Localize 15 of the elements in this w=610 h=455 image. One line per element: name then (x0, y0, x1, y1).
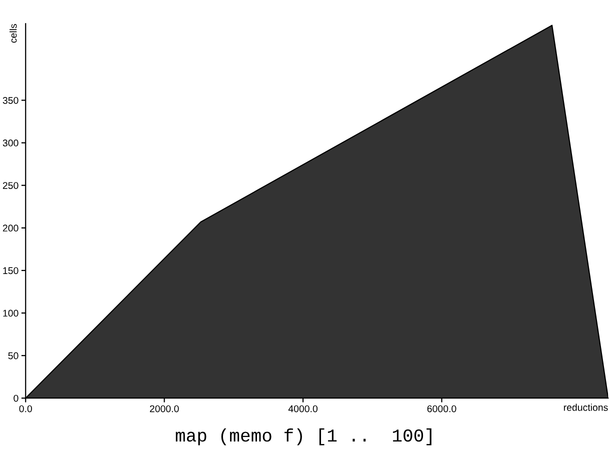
y-tick-label: 100 (3, 310, 18, 317)
x-tick-label: 0.0 (19, 405, 32, 412)
y-tick-label: 250 (2, 182, 18, 189)
x-axis-title: reductions (564, 404, 608, 411)
x-tick-label: 4000.0 (288, 405, 318, 412)
y-tick-label: 0 (14, 394, 18, 402)
y-tick-label: 150 (3, 267, 18, 274)
x-tick-label: 6000.0 (427, 405, 456, 412)
y-tick-label: 200 (2, 224, 18, 232)
y-tick-label: 350 (2, 96, 18, 104)
y-tick-label: 300 (2, 140, 18, 146)
text: map (memo f) [1 .. 100] (176, 428, 432, 446)
y-tick-label: 50 (8, 352, 18, 360)
y-axis-title: cells (10, 24, 17, 43)
x-tick-label: 2000.0 (150, 405, 179, 412)
